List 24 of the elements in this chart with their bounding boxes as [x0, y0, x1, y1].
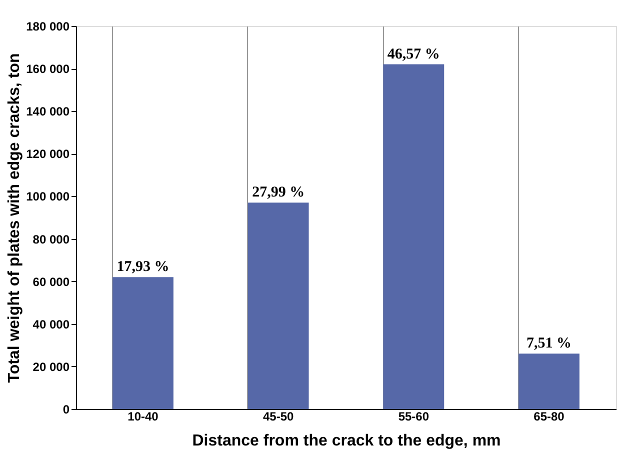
x-tick-label: 55-60	[398, 410, 430, 424]
x-tick-label: 45-50	[262, 410, 294, 424]
y-tick-label: 140 000	[26, 104, 70, 119]
y-tick-label: 60 000	[32, 274, 70, 289]
x-axis-title: Distance from the crack to the edge, mm	[192, 432, 501, 450]
bar	[248, 202, 309, 409]
x-tick-label: 65-80	[534, 410, 565, 424]
y-tick-label: 80 000	[32, 232, 70, 246]
x-tick-label: 10-40	[128, 410, 159, 424]
annotation: 17,93 %	[116, 259, 170, 276]
y-tick-label: 40 000	[32, 317, 70, 332]
y-axis-title: Total weight of plates with edge cracks, ton	[6, 53, 24, 383]
annotation: 27,99 %	[252, 184, 305, 201]
y-tick-label: 20 000	[32, 360, 70, 374]
bar	[112, 277, 174, 409]
y-tick-label: 120 000	[26, 147, 70, 162]
y-tick-label: 100 000	[26, 190, 70, 204]
annotation: 7,51 %	[526, 336, 572, 352]
bar	[383, 64, 444, 409]
y-tick-label: 180 000	[26, 20, 70, 34]
bar	[518, 354, 580, 409]
annotation: 46,57 %	[387, 46, 440, 62]
y-tick-label: 160 000	[26, 62, 70, 76]
y-tick-label: 0	[62, 402, 70, 416]
